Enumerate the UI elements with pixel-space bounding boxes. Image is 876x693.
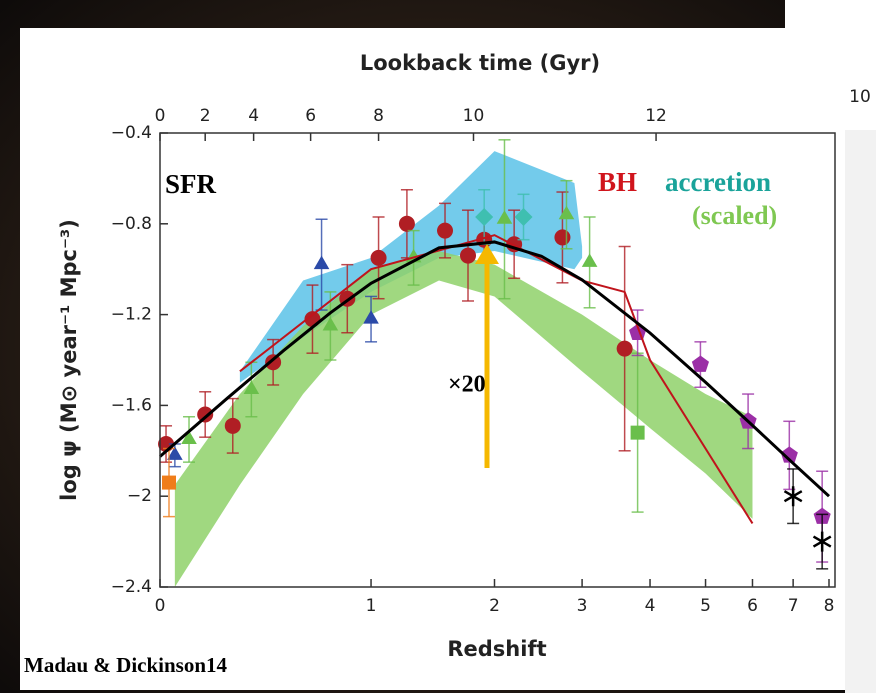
arrow — [475, 244, 499, 468]
x-tick-label: 4 — [645, 596, 656, 616]
neighbor-panel — [785, 0, 876, 130]
marker — [322, 316, 339, 331]
marker — [265, 354, 282, 371]
marker — [691, 355, 709, 372]
marker — [514, 207, 533, 226]
marker — [243, 380, 260, 395]
marker — [398, 215, 415, 232]
scaled-label: (scaled) — [692, 201, 777, 230]
x-axis-label: Redshift — [447, 637, 546, 661]
y-tick-label: −2.4 — [111, 577, 152, 597]
axes-frame — [159, 132, 836, 588]
marker — [630, 425, 645, 440]
marker — [616, 340, 633, 357]
x-tick-label: 1 — [366, 596, 377, 616]
marker — [475, 207, 494, 226]
bh-label: BH — [598, 167, 637, 197]
x2-tick-label: 12 — [645, 106, 667, 126]
x-tick-label: 6 — [747, 596, 758, 616]
marker — [197, 406, 214, 423]
x-tick-label: 8 — [824, 596, 835, 616]
marker — [460, 247, 477, 264]
x-tick-label: 0 — [155, 596, 166, 616]
marker — [783, 486, 803, 507]
marker — [812, 531, 832, 552]
x2-axis-label: Lookback time (Gyr) — [360, 51, 600, 75]
marker — [161, 475, 176, 490]
x2-tick-label: 4 — [248, 106, 259, 126]
y-tick-label: −1.2 — [111, 305, 152, 325]
x-tick-label: 2 — [489, 596, 500, 616]
marker — [554, 229, 571, 246]
neighbor-edge — [845, 130, 876, 693]
marker — [581, 253, 598, 267]
marker — [558, 205, 575, 220]
credit: Madau & Dickinson14 — [24, 653, 228, 677]
arrow-head — [475, 244, 499, 264]
marker — [181, 430, 197, 444]
y-axis-label: log ψ (M⊙ year⁻¹ Mpc⁻³) — [57, 219, 81, 501]
accretion-label: accretion — [665, 167, 771, 197]
band — [174, 251, 753, 588]
y-tick-label: −1.6 — [111, 395, 152, 415]
y-tick-label: −0.4 — [111, 123, 152, 143]
sfr-label: SFR — [165, 169, 217, 199]
line — [159, 240, 831, 498]
x2-tick-label: 8 — [373, 106, 384, 126]
marker — [224, 417, 241, 434]
x2-tick-label: 10 — [463, 106, 485, 126]
x-tick-label: 5 — [700, 596, 711, 616]
x2-tick-label: 0 — [155, 106, 166, 126]
x2-tick-label: 2 — [200, 106, 211, 126]
y-tick-label: −2 — [127, 486, 152, 506]
panel — [20, 28, 845, 690]
marker — [313, 255, 330, 270]
x-tick-label: 7 — [788, 596, 799, 616]
marker — [363, 310, 379, 324]
factor-label: ×20 — [448, 372, 486, 398]
marker — [496, 210, 513, 224]
marker — [370, 249, 387, 266]
corner-label: 10 — [849, 87, 871, 107]
x2-tick-label: 6 — [305, 106, 316, 126]
plot-area: −0.4−0.8−1.2−1.6−2−2.40 1 2 3 4 5 6 7 80 2 4 6 8 10 12 — [111, 106, 836, 616]
marker — [167, 446, 183, 460]
marker — [780, 446, 798, 463]
marker — [437, 222, 454, 239]
x-tick-label: 3 — [577, 596, 588, 616]
y-tick-label: −0.8 — [111, 214, 152, 234]
